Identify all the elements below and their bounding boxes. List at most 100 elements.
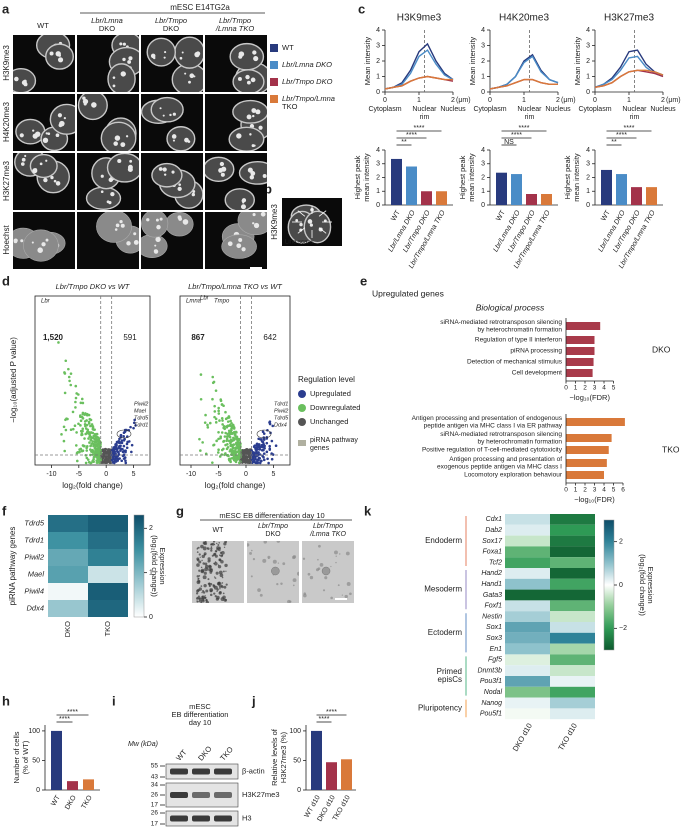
label: Nucleus	[650, 106, 676, 113]
heat-cell	[505, 546, 550, 558]
scatter-dot	[214, 417, 218, 421]
speckle	[289, 600, 292, 603]
scatter-dot	[122, 444, 126, 448]
x-tick-label: 2	[451, 97, 455, 104]
band	[214, 792, 232, 798]
y-tick-label: 4	[586, 147, 590, 154]
chromocenter	[253, 222, 260, 229]
bar	[83, 779, 94, 790]
scatter-dot	[122, 453, 126, 457]
label: (μm)	[456, 97, 471, 104]
speckle	[213, 541, 216, 543]
heat-cell	[550, 654, 595, 666]
scatter-dot	[213, 410, 217, 413]
chromocenter	[153, 249, 157, 253]
scatter-dot	[95, 451, 98, 455]
scatter-dot	[198, 437, 201, 441]
label: Tdrd1	[134, 422, 148, 428]
label: Nuclear	[412, 106, 437, 113]
x-tick-label: WT	[390, 209, 402, 223]
chromocenter	[184, 137, 189, 143]
x-tick-label: 1	[522, 97, 526, 104]
chromocenter	[43, 177, 48, 183]
scatter-dot	[215, 439, 218, 443]
speckle	[198, 597, 203, 602]
scatter-dot	[69, 383, 73, 387]
speckle	[202, 562, 205, 565]
scatter-dot	[252, 445, 256, 449]
speckle	[215, 571, 219, 575]
label: by heterochromatin formation	[477, 439, 562, 446]
profile-line	[594, 49, 664, 88]
scatter-dot	[118, 437, 121, 441]
chromocenter	[219, 161, 225, 167]
scatter-dot	[257, 451, 260, 454]
chromocenter	[82, 98, 89, 105]
panel-letter: i	[112, 693, 116, 708]
label: Highest peak	[563, 155, 572, 199]
speckle	[196, 575, 200, 578]
scatter-dot	[262, 448, 265, 452]
scatter-dot	[123, 437, 126, 441]
scatter-dot	[132, 426, 135, 430]
heat-cell	[550, 514, 595, 525]
label: peptide antigen via MHC class I via ER p…	[424, 423, 563, 430]
chromocenter	[115, 223, 120, 228]
scatter-dot	[217, 437, 220, 441]
scatter-dot	[62, 425, 66, 429]
scatter-dot	[63, 449, 66, 453]
micrograph	[13, 94, 75, 151]
speckle	[218, 558, 222, 562]
label: 2	[619, 539, 623, 546]
scatter-dot	[91, 436, 95, 440]
label: log₂(fold change)	[205, 481, 266, 490]
label: Downregulated	[310, 403, 360, 412]
profile-line	[594, 69, 664, 88]
speckle	[341, 594, 343, 596]
chromocenter	[120, 71, 126, 77]
label: 867	[191, 333, 205, 342]
chromocenter	[126, 241, 131, 246]
speckle	[217, 582, 222, 586]
y-tick-label: 100	[289, 728, 301, 735]
bar	[341, 759, 352, 790]
label: (μm)	[561, 97, 576, 104]
scatter-dot	[79, 401, 83, 405]
label: Lbr	[41, 299, 51, 305]
label: Ectoderm	[428, 628, 463, 637]
heat-cell	[88, 583, 128, 600]
label: Upregulated	[310, 389, 351, 398]
chromocenter	[155, 236, 161, 242]
chromocenter	[158, 167, 163, 171]
heat-cell	[505, 643, 550, 655]
chromocenter	[49, 51, 54, 56]
plot-title: Lbr/Tmpo DKO vs WT	[56, 282, 131, 291]
scatter-dot	[132, 421, 136, 425]
scatter-dot	[226, 445, 230, 449]
scatter-dot	[130, 450, 133, 454]
scatter-dot	[206, 426, 210, 429]
micrograph	[77, 94, 139, 151]
label: Foxa1	[483, 549, 503, 556]
nucleus	[303, 210, 332, 244]
scatter-dot	[95, 439, 98, 443]
scatter-dot	[219, 399, 223, 403]
chromocenter	[119, 42, 123, 46]
chromocenter	[252, 222, 255, 225]
label: TKO	[218, 745, 235, 763]
chromocenter	[163, 56, 166, 59]
scatter-dot	[116, 447, 119, 451]
scatter-dot	[120, 441, 124, 445]
scan-line	[318, 210, 327, 217]
x-tick-label: 1	[574, 487, 578, 494]
x-tick-label: 0	[104, 471, 108, 478]
panel-letter: j	[251, 693, 256, 708]
speckle	[307, 572, 311, 576]
y-tick-label: 2	[481, 58, 485, 65]
label: H3	[242, 813, 252, 822]
chromocenter	[39, 162, 43, 166]
speckle	[208, 564, 212, 568]
scatter-dot	[79, 419, 83, 423]
scatter-dot	[262, 442, 265, 446]
chromocenter	[91, 102, 97, 108]
